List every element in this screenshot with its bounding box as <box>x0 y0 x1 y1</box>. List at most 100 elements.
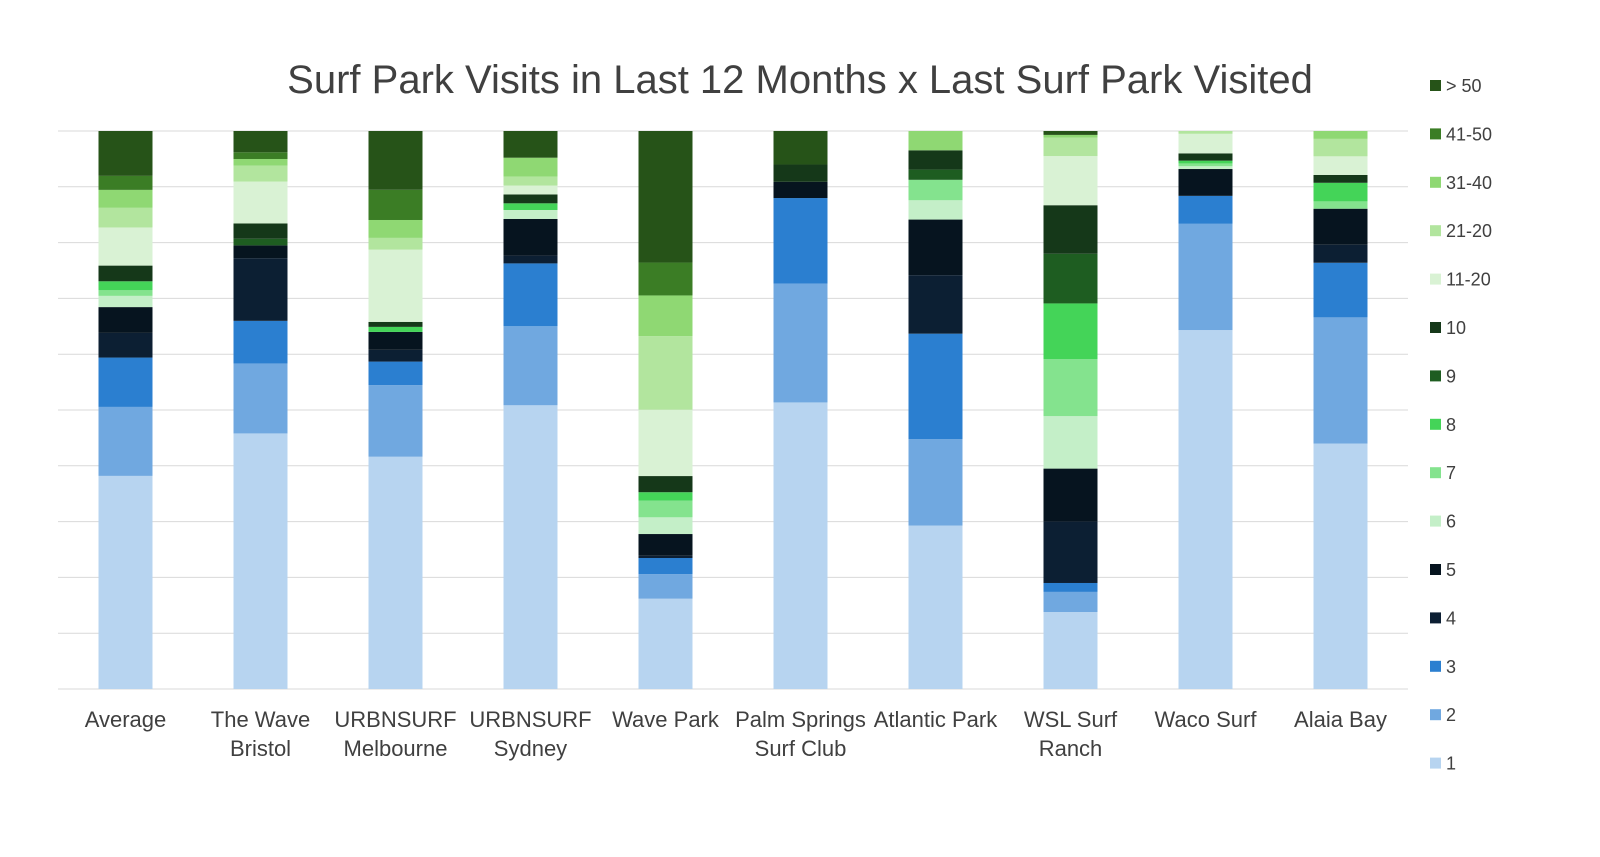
bar-average-series-3 <box>98 357 153 407</box>
bar-alaia-bay-series-11-20 <box>1313 156 1368 175</box>
bar-stack-the-wave-bristol <box>233 131 288 689</box>
bar-urbnsurf-melbourne-series-5 <box>368 331 423 350</box>
bar-alaia-bay-series-7 <box>1313 201 1368 209</box>
bar-alaia-bay-series-3 <box>1313 262 1368 318</box>
legend-label: 11-20 <box>1446 270 1491 290</box>
bar-wave-park-series-6 <box>638 517 693 535</box>
category-label: WSL Surf Ranch <box>1024 707 1118 761</box>
legend-swatch <box>1430 418 1441 430</box>
legend: > 50 41-50 31-40 21-20 11-20 10 9 8 7 6 5 4 3 2 1 <box>1430 76 1492 774</box>
bar-average-series-4 <box>98 332 153 358</box>
bar-wsl-surf-ranch-series-21-20 <box>1043 137 1098 157</box>
bar-atlantic-park-series-9 <box>908 169 963 180</box>
bar-waco-surf-series-21-20 <box>1178 131 1233 134</box>
bar-wsl-surf-ranch-series-1 <box>1043 611 1098 689</box>
category-label: Palm Springs Surf Club <box>735 707 866 761</box>
legend-item-5: 5 <box>1430 560 1456 580</box>
bar-wave-park-series-8 <box>638 492 693 501</box>
legend-item-50: > 50 <box>1430 76 1482 96</box>
bar-urbnsurf-sydney-series-2 <box>503 326 558 406</box>
bar-waco-surf-series-6 <box>1178 166 1233 170</box>
legend-item-9: 9 <box>1430 366 1456 386</box>
bar-waco-surf-series-5 <box>1178 169 1233 196</box>
bar-wave-park-series-11-20 <box>638 409 693 477</box>
bar-the-wave-bristol-series-50 <box>233 131 288 153</box>
bar-wsl-surf-ranch-series-6 <box>1043 416 1098 469</box>
legend-swatch <box>1430 273 1441 285</box>
bar-palm-springs-surf-club-series-3 <box>773 198 828 284</box>
bar-alaia-bay-series-21-20 <box>1313 138 1368 157</box>
legend-swatch <box>1430 370 1441 382</box>
bar-wave-park-series-21-20 <box>638 336 693 410</box>
bar-the-wave-bristol-series-9 <box>233 238 288 246</box>
bar-urbnsurf-melbourne-series-31-40 <box>368 219 423 238</box>
legend-label: 10 <box>1446 318 1466 338</box>
legend-label: 3 <box>1446 657 1456 677</box>
legend-swatch <box>1430 176 1441 188</box>
bar-atlantic-park-series-4 <box>908 275 963 334</box>
category-label: URBNSURF Sydney <box>469 707 591 761</box>
legend-label: > 50 <box>1446 76 1482 96</box>
legend-swatch <box>1430 757 1441 769</box>
bar-stack-palm-springs-surf-club <box>773 131 828 689</box>
legend-item-41-50: 41-50 <box>1430 124 1492 144</box>
bar-the-wave-bristol-series-31-40 <box>233 158 288 166</box>
bar-average-series-2 <box>98 406 153 476</box>
bar-wave-park-series-41-50 <box>638 262 693 296</box>
bar-the-wave-bristol-series-2 <box>233 363 288 434</box>
bar-urbnsurf-sydney-series-8 <box>503 203 558 210</box>
bar-stack-alaia-bay <box>1313 131 1368 689</box>
legend-item-3: 3 <box>1430 657 1456 677</box>
legend-item-21-20: 21-20 <box>1430 221 1492 241</box>
bar-average-series-10 <box>98 265 153 282</box>
bar-atlantic-park-series-1 <box>908 525 963 689</box>
bar-waco-surf-series-2 <box>1178 223 1233 331</box>
bar-average-series-7 <box>98 290 153 296</box>
bar-the-wave-bristol-series-10 <box>233 223 288 239</box>
bar-alaia-bay-series-1 <box>1313 443 1368 689</box>
bar-urbnsurf-sydney-series-1 <box>503 405 558 689</box>
bar-urbnsurf-melbourne-series-11-20 <box>368 249 423 322</box>
bar-urbnsurf-sydney-series-5 <box>503 218 558 256</box>
bar-stack-urbnsurf-melbourne <box>368 131 423 689</box>
bar-stack-wave-park <box>638 131 693 689</box>
bar-average-series-8 <box>98 281 153 291</box>
bar-palm-springs-surf-club-series-5 <box>773 181 828 199</box>
bar-alaia-bay-series-4 <box>1313 244 1368 263</box>
bar-wsl-surf-ranch-series-11-20 <box>1043 156 1098 206</box>
legend-label: 6 <box>1446 512 1456 532</box>
bar-waco-surf-series-11-20 <box>1178 133 1233 154</box>
legend-label: 7 <box>1446 463 1456 483</box>
bar-average-series-31-40 <box>98 189 153 208</box>
legend-swatch <box>1430 128 1441 140</box>
bar-wsl-surf-ranch-series-5 <box>1043 468 1098 522</box>
bar-wave-park-series-2 <box>638 574 693 599</box>
bar-atlantic-park-series-31-40 <box>908 131 963 151</box>
bar-average-series-21-20 <box>98 207 153 228</box>
legend-swatch <box>1430 225 1441 237</box>
legend-item-10: 10 <box>1430 318 1466 338</box>
bar-urbnsurf-sydney-series-21-20 <box>503 176 558 186</box>
legend-label: 9 <box>1446 366 1456 386</box>
bar-alaia-bay-series-2 <box>1313 317 1368 444</box>
bar-alaia-bay-series-8 <box>1313 182 1368 202</box>
chart-title: Surf Park Visits in Last 12 Months x Las… <box>287 58 1313 102</box>
bar-average-series-6 <box>98 295 153 308</box>
legend-swatch <box>1430 660 1441 672</box>
bar-wsl-surf-ranch-series-2 <box>1043 591 1098 612</box>
legend-item-2: 2 <box>1430 705 1456 725</box>
bar-average-series-11-20 <box>98 227 153 266</box>
legend-label: 4 <box>1446 608 1456 628</box>
legend-swatch <box>1430 564 1441 575</box>
legend-item-8: 8 <box>1430 415 1456 435</box>
bar-atlantic-park-series-10 <box>908 150 963 170</box>
bar-the-wave-bristol-series-11-20 <box>233 181 288 224</box>
bar-wave-park-series-1 <box>638 598 693 689</box>
bar-waco-surf-series-7 <box>1178 163 1233 167</box>
bar-waco-surf-series-8 <box>1178 160 1233 164</box>
bar-average-series-1 <box>98 475 153 689</box>
category-label: Alaia Bay <box>1294 707 1387 732</box>
legend-label: 8 <box>1446 415 1456 435</box>
bar-stack-atlantic-park <box>908 131 963 689</box>
category-label: Atlantic Park <box>874 707 998 732</box>
